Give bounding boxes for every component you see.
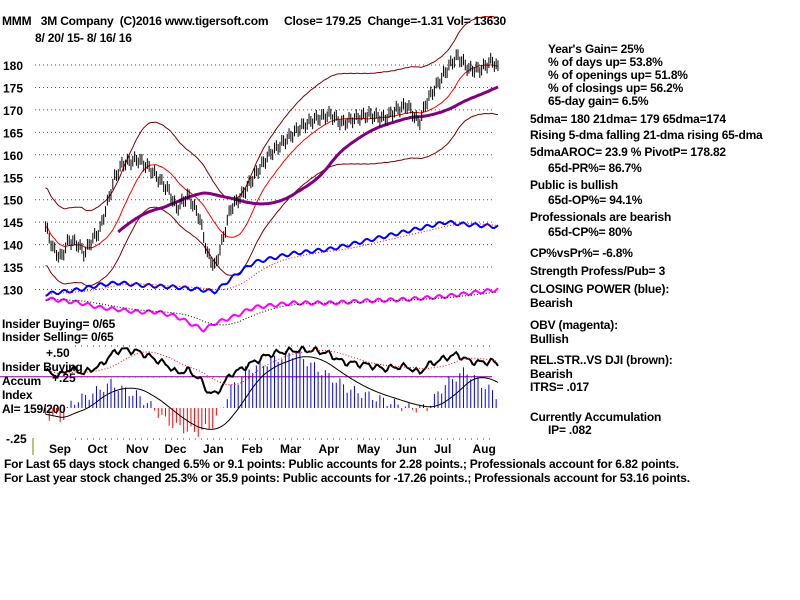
pros-stat: Professionals are bearish	[530, 210, 672, 224]
y-tick-label: 175	[3, 81, 23, 95]
y-tick-label: 145	[3, 216, 23, 230]
other-stat: IP= .082	[548, 423, 592, 437]
stat: % of openings up= 51.8%	[548, 68, 688, 82]
rel-strength-line	[44, 345, 499, 395]
ai-label: AI= 159/200	[2, 402, 66, 416]
stat: 65-day gain= 6.5%	[548, 94, 649, 108]
y-tick-label: 140	[3, 239, 23, 253]
other-stat: Currently Accumulation	[530, 410, 662, 424]
ma-stat: 5dma= 180 21dma= 179 65dma=174	[530, 112, 726, 126]
y-tick-label: 160	[3, 149, 23, 163]
acc-tick-label: -.25	[6, 432, 27, 446]
other-stat: Strength Profess/Pub= 3	[530, 264, 666, 278]
copyright: (C)2016 www.tigersoft.com	[119, 14, 269, 28]
x-tick-label: Jan	[203, 442, 224, 456]
accum-ma-line	[45, 356, 499, 430]
ma21-line	[45, 64, 499, 249]
stat: % of closings up= 56.2%	[548, 81, 684, 95]
footer-line: For Last year stock changed 25.3% or 35.…	[4, 471, 690, 485]
y-tick-label: 180	[3, 59, 23, 73]
pros-stat: 65d-CP%= 80%	[548, 225, 632, 239]
chart-title: MMM 3M Company (C)2016 www.tigersoft.com…	[2, 15, 506, 28]
x-tick-label: Oct	[88, 442, 108, 456]
ma-stat: 65d-PR%= 86.7%	[548, 161, 642, 175]
y-tick-label: 170	[3, 104, 23, 118]
footer-line: For Last 65 days stock changed 6.5% or 9…	[4, 457, 679, 471]
insider-label: Insider Buying	[2, 360, 83, 374]
x-tick-label: Sep	[49, 442, 71, 456]
price-chart: 180175170165160155150145140135130+.50+.2…	[0, 15, 499, 456]
change: Change=-1.31	[367, 14, 444, 28]
x-tick-label: Aug	[473, 442, 496, 456]
other-stat: Bullish	[530, 332, 569, 346]
lower-band	[45, 112, 499, 287]
y-tick-label: 130	[3, 284, 23, 298]
other-stat: Bearish	[530, 367, 573, 381]
x-tick-label: Nov	[126, 442, 149, 456]
y-tick-label: 165	[3, 126, 23, 140]
x-tick-label: Apr	[319, 442, 340, 456]
y-tick-label: 155	[3, 171, 23, 185]
other-stat: Bearish	[530, 296, 573, 310]
company: 3M Company	[40, 14, 114, 28]
close: Close= 179.25	[284, 14, 362, 28]
public-stat: 65d-OP%= 94.1%	[548, 193, 643, 207]
obv-line	[45, 287, 499, 333]
x-tick-label: Dec	[165, 442, 187, 456]
public-stat: Public is bullish	[530, 178, 618, 192]
other-stat: OBV (magenta):	[530, 318, 618, 332]
insider-buying: Insider Buying= 0/65	[2, 317, 116, 331]
x-tick-label: May	[357, 442, 381, 456]
symbol: MMM	[2, 14, 32, 28]
cp-ma-line	[45, 223, 498, 297]
upper-band	[45, 15, 499, 212]
closing-power-line	[45, 219, 499, 297]
ma-stat: 5dmaAROC= 23.9 % PivotP= 178.82	[530, 145, 726, 159]
other-stat: CP%vsPr%= -6.8%	[530, 246, 633, 260]
stat: Year's Gain= 25%	[548, 42, 645, 56]
y-tick-label: 150	[3, 194, 23, 208]
x-tick-label: Mar	[280, 442, 302, 456]
accum-label: Accum	[2, 374, 42, 388]
index-label: Index	[2, 388, 33, 402]
other-stat: CLOSING POWER (blue):	[530, 282, 670, 296]
other-stat: ITRS= .017	[530, 380, 590, 394]
rel-strength-ma-line	[45, 350, 499, 386]
date-range: 8/ 20/ 15- 8/ 16/ 16	[35, 31, 132, 45]
x-tick-label: Feb	[242, 442, 263, 456]
insider-selling: Insider Selling= 0/65	[2, 330, 114, 344]
volume: Vol= 13630	[446, 14, 507, 28]
y-tick-label: 135	[3, 261, 23, 275]
ma65-line	[117, 85, 499, 234]
ma-stat: Rising 5-dma falling 21-dma rising 65-dm…	[530, 128, 763, 142]
x-tick-label: Jul	[434, 442, 451, 456]
acc-tick-label: +.50	[46, 346, 70, 360]
x-tick-label: Jun	[396, 442, 417, 456]
stat: % of days up= 53.8%	[548, 55, 663, 69]
other-stat: REL.STR..VS DJI (brown):	[530, 353, 673, 367]
